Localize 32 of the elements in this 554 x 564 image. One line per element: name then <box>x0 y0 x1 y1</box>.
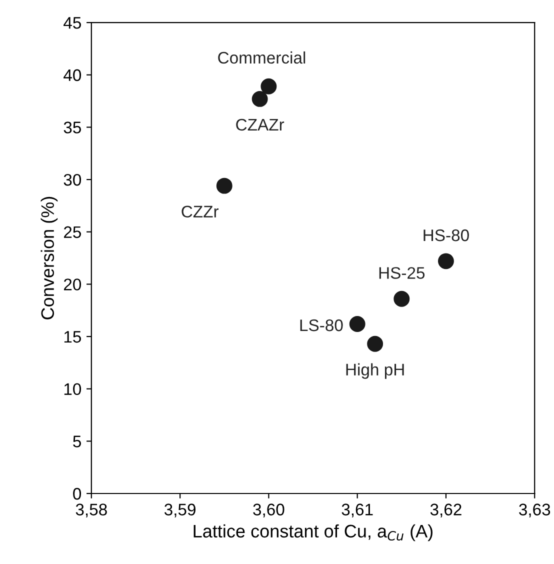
y-tick-label: 15 <box>64 331 81 343</box>
annotation: HS-80 <box>424 229 469 242</box>
annotation: Commercial <box>218 51 306 64</box>
point <box>367 336 384 352</box>
x-axis-title: Lattice constant of Cu, a$_{Cu}$ (A) <box>194 524 432 542</box>
x-tick-label: 3,60 <box>253 504 284 518</box>
y-tick-label: 20 <box>64 278 82 290</box>
point <box>216 178 232 194</box>
x-tick-label: 3,62 <box>430 504 462 518</box>
annotation: CZZr <box>182 206 219 218</box>
y-tick-label: 35 <box>64 122 81 134</box>
y-axis-title: Conversion (%) <box>40 196 58 320</box>
y-tick-label: 45 <box>64 17 81 29</box>
point <box>394 290 410 307</box>
y-tick-label: 25 <box>64 226 81 238</box>
annotation: LS-80 <box>300 319 343 332</box>
point <box>349 316 366 332</box>
annotation: CZAZr <box>236 118 284 131</box>
y-tick-label: 30 <box>64 174 82 186</box>
y-tick-label: 40 <box>64 69 82 82</box>
point <box>438 253 454 270</box>
point <box>260 78 277 94</box>
x-tick-label: 3,61 <box>342 504 373 518</box>
point <box>252 90 268 107</box>
annotation: High pH <box>346 363 404 379</box>
y-tick-label: 10 <box>64 383 82 396</box>
y-tick-label: 0 <box>73 488 82 500</box>
x-tick-label: 3,58 <box>76 504 107 518</box>
x-tick-label: 3,59 <box>164 504 196 518</box>
x-tick-label: 3,63 <box>519 504 550 518</box>
y-tick-label: 5 <box>73 436 81 448</box>
annotation: HS-25 <box>379 267 425 279</box>
